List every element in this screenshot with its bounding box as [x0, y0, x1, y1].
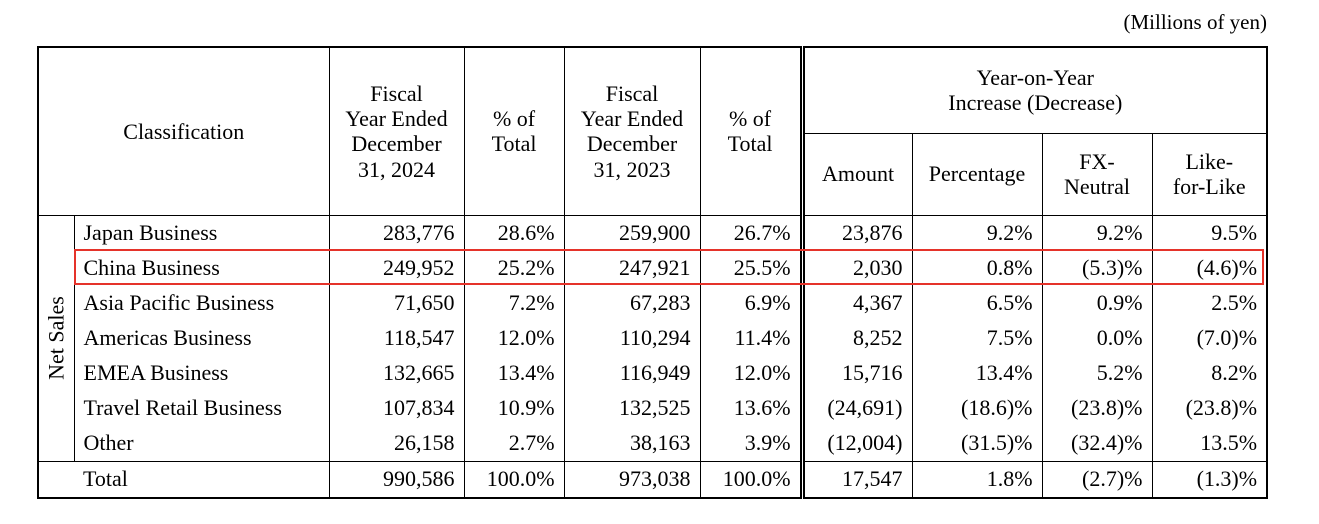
- cell-like-for-like: 9.5%: [1151, 214, 1268, 251]
- cell-amount: 4,367: [799, 285, 913, 321]
- table-row: Other 26,158 2.7% 38,163 3.9% (12,004) (…: [38, 425, 1268, 461]
- table-row: Asia Pacific Business 71,650 7.2% 67,283…: [38, 285, 1268, 321]
- cell-fy2023: 247,921: [563, 250, 701, 286]
- cell-pct2024: 28.6%: [463, 214, 565, 251]
- cell-pct2023: 25.5%: [699, 250, 803, 286]
- cell-amount: 2,030: [799, 250, 913, 286]
- table-row: EMEA Business 132,665 13.4% 116,949 12.0…: [38, 355, 1268, 391]
- cell-percentage: 6.5%: [911, 285, 1043, 321]
- total-fy2023: 973,038: [563, 460, 701, 498]
- cell-percentage: (18.6)%: [911, 390, 1043, 426]
- header-fx-neutral: FX- Neutral: [1041, 132, 1153, 216]
- cell-fy2023: 132,525: [563, 390, 701, 426]
- cell-amount: 8,252: [799, 320, 913, 356]
- cell-fy2023: 67,283: [563, 285, 701, 321]
- cell-pct2024: 10.9%: [463, 390, 565, 426]
- row-label: Americas Business: [73, 320, 330, 356]
- total-spacer: [38, 460, 74, 498]
- cell-amount: (24,691): [799, 390, 913, 426]
- cell-like-for-like: 13.5%: [1151, 425, 1268, 461]
- cell-pct2024: 13.4%: [463, 355, 565, 391]
- total-pct2024: 100.0%: [463, 460, 565, 498]
- cell-percentage: 0.8%: [911, 250, 1043, 286]
- header-classification: Classification: [37, 46, 330, 216]
- cell-pct2023: 11.4%: [699, 320, 803, 356]
- cell-pct2023: 13.6%: [699, 390, 803, 426]
- header-pct-total-2024: % of Total: [463, 46, 565, 216]
- cell-fy2024: 283,776: [328, 214, 465, 251]
- row-label: Japan Business: [73, 214, 330, 251]
- total-percentage: 1.8%: [911, 460, 1043, 498]
- cell-pct2023: 3.9%: [699, 425, 803, 461]
- total-like-for-like: (1.3)%: [1151, 460, 1268, 498]
- cell-percentage: 7.5%: [911, 320, 1043, 356]
- total-row: Total 990,586 100.0% 973,038 100.0% 17,5…: [38, 460, 1268, 498]
- cell-pct2024: 12.0%: [463, 320, 565, 356]
- table-row: Travel Retail Business 107,834 10.9% 132…: [38, 390, 1268, 426]
- cell-pct2023: 26.7%: [699, 214, 803, 251]
- total-pct2023: 100.0%: [699, 460, 803, 498]
- row-label: China Business: [73, 250, 330, 286]
- row-label: EMEA Business: [73, 355, 330, 391]
- cell-pct2023: 6.9%: [699, 285, 803, 321]
- cell-fx-neutral: (5.3)%: [1041, 250, 1153, 286]
- cell-fy2024: 118,547: [328, 320, 465, 356]
- cell-pct2024: 2.7%: [463, 425, 565, 461]
- cell-fx-neutral: (32.4)%: [1041, 425, 1153, 461]
- total-amount: 17,547: [799, 460, 913, 498]
- cell-fx-neutral: 0.9%: [1041, 285, 1153, 321]
- cell-pct2023: 12.0%: [699, 355, 803, 391]
- header-like-for-like: Like-for-Like: [1151, 132, 1268, 216]
- cell-fy2024: 71,650: [328, 285, 465, 321]
- header-yoy-group: Year-on-Year Increase (Decrease): [799, 46, 1268, 134]
- net-sales-table: Classification Fiscal Year Ended December 3…: [37, 46, 1269, 499]
- cell-fy2024: 132,665: [328, 355, 465, 391]
- cell-like-for-like: (4.6)%: [1151, 250, 1268, 286]
- cell-percentage: (31.5)%: [911, 425, 1043, 461]
- cell-fy2024: 107,834: [328, 390, 465, 426]
- cell-fx-neutral: 9.2%: [1041, 214, 1153, 251]
- cell-fy2023: 259,900: [563, 214, 701, 251]
- cell-fy2023: 110,294: [563, 320, 701, 356]
- net-sales-label: Net Sales: [43, 296, 69, 380]
- cell-fx-neutral: 5.2%: [1041, 355, 1153, 391]
- row-label: Other: [73, 425, 330, 461]
- cell-fx-neutral: (23.8)%: [1041, 390, 1153, 426]
- header-amount: Amount: [799, 132, 913, 216]
- cell-fy2024: 26,158: [328, 425, 465, 461]
- table-row: Americas Business 118,547 12.0% 110,294 …: [38, 320, 1268, 356]
- total-fy2024: 990,586: [328, 460, 465, 498]
- cell-pct2024: 7.2%: [463, 285, 565, 321]
- cell-fx-neutral: 0.0%: [1041, 320, 1153, 356]
- cell-fy2023: 116,949: [563, 355, 701, 391]
- cell-like-for-like: (23.8)%: [1151, 390, 1268, 426]
- cell-amount: (12,004): [799, 425, 913, 461]
- cell-like-for-like: (7.0)%: [1151, 320, 1268, 356]
- cell-percentage: 13.4%: [911, 355, 1043, 391]
- table-row: China Business 249,952 25.2% 247,921 25.…: [38, 250, 1268, 286]
- header-fy2023: Fiscal Year Ended December 31, 2023: [563, 46, 701, 216]
- cell-fy2024: 249,952: [328, 250, 465, 286]
- cell-amount: 15,716: [799, 355, 913, 391]
- total-label: Total: [74, 460, 330, 498]
- cell-percentage: 9.2%: [911, 214, 1043, 251]
- units-note: (Millions of yen): [1123, 10, 1267, 34]
- cell-fy2023: 38,163: [563, 425, 701, 461]
- header-pct-total-2023: % of Total: [699, 46, 803, 216]
- row-label: Asia Pacific Business: [73, 285, 330, 321]
- cell-amount: 23,876: [799, 214, 913, 251]
- net-sales-label-cell: Net Sales: [38, 214, 75, 462]
- header-percentage: Percentage: [911, 132, 1043, 216]
- row-label: Travel Retail Business: [73, 390, 330, 426]
- table-row: Net Sales Japan Business 283,776 28.6% 2…: [38, 214, 1268, 462]
- total-fx-neutral: (2.7)%: [1041, 460, 1153, 498]
- cell-like-for-like: 8.2%: [1151, 355, 1268, 391]
- header-fy2024: Fiscal Year Ended December 31, 2024: [328, 46, 465, 216]
- cell-like-for-like: 2.5%: [1151, 285, 1268, 321]
- cell-pct2024: 25.2%: [463, 250, 565, 286]
